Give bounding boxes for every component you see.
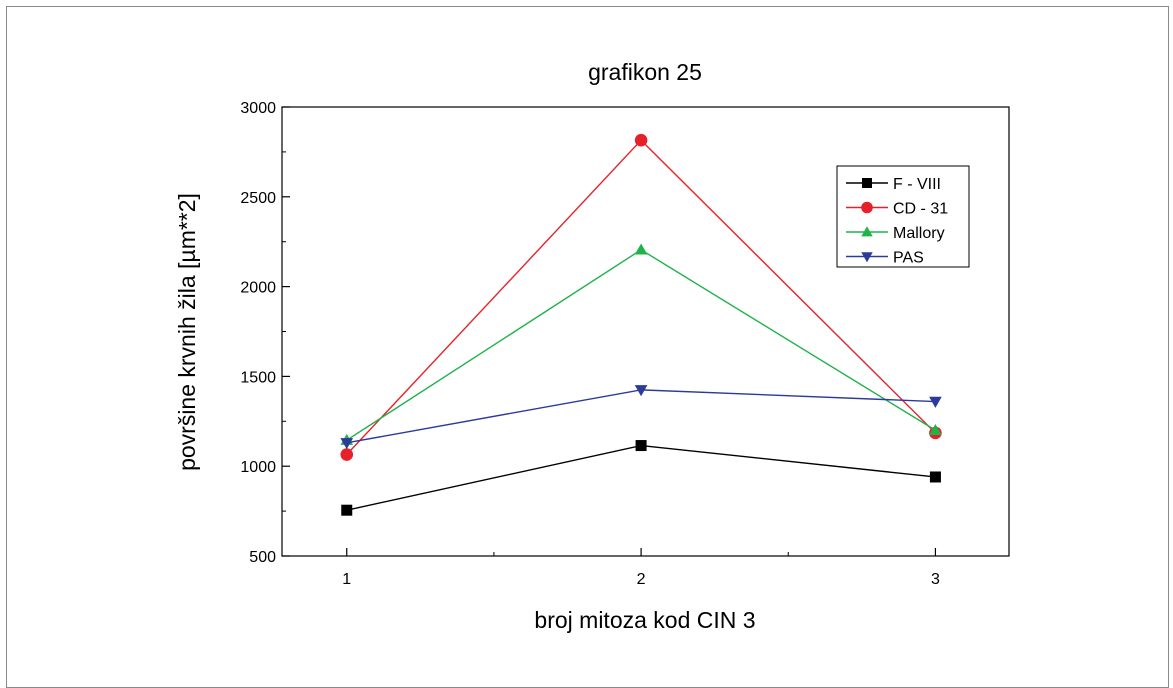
data-point [929, 396, 942, 408]
data-point [634, 243, 648, 255]
y-tick-label: 3000 [240, 100, 276, 117]
legend-item: PAS [846, 250, 924, 267]
legend-marker [861, 252, 873, 263]
legend-item: CD - 31 [846, 201, 948, 218]
y-tick-label: 1000 [240, 459, 276, 476]
legend-label: Mallory [893, 225, 945, 242]
series-layer [340, 133, 942, 516]
data-point [635, 440, 647, 452]
legend: F - VIII CD - 31 Mallory PAS [836, 165, 970, 268]
legend-marker [861, 201, 873, 214]
figure-frame [6, 6, 1169, 688]
data-point [634, 385, 648, 397]
data-point [929, 423, 942, 436]
series-line [346, 444, 936, 511]
data-point [340, 438, 354, 450]
legend-item: F - VIII [846, 176, 941, 193]
x-tick-label: 1 [342, 571, 351, 588]
series-line [346, 389, 936, 444]
y-tick-label: 2000 [240, 280, 276, 297]
legend-label: F - VIII [893, 176, 941, 193]
data-point [340, 448, 354, 461]
y-axis-title: površine krvnih žila [µm**2] [174, 193, 200, 471]
data-point [929, 471, 941, 483]
y-tick-label: 500 [249, 549, 276, 566]
chart-title: grafikon 25 [588, 59, 702, 85]
series-f-viii [341, 440, 941, 516]
legend-item: Mallory [846, 225, 945, 242]
data-point [341, 504, 353, 516]
x-tick-label: 2 [637, 571, 646, 588]
series-pas [340, 385, 942, 450]
x-axis-title: broj mitoza kod CIN 3 [534, 607, 755, 633]
data-point [634, 133, 648, 147]
x-axis: 1 2 3 [342, 548, 940, 588]
legend-marker [861, 226, 873, 237]
legend-marker [862, 178, 872, 188]
y-axis: 500 1000 1500 2000 2500 3000 [240, 100, 290, 566]
legend-label: CD - 31 [893, 201, 948, 218]
legend-label: PAS [893, 250, 924, 267]
y-tick-label: 2500 [240, 190, 276, 207]
x-tick-label: 3 [931, 571, 940, 588]
series-mallory [340, 243, 942, 445]
y-tick-label: 1500 [240, 369, 276, 386]
